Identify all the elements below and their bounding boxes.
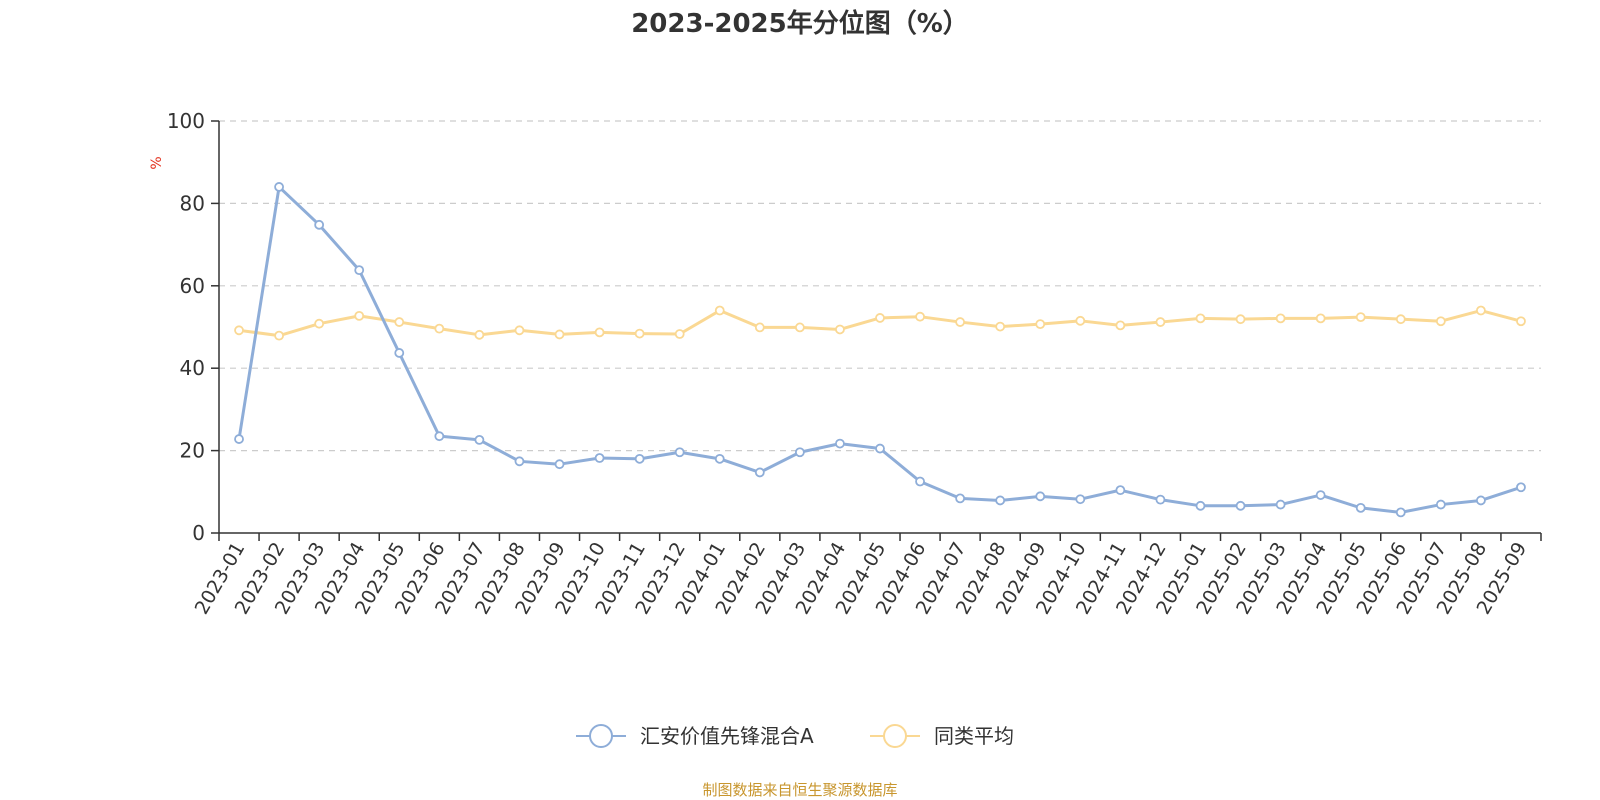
data-point[interactable]: [434, 431, 445, 442]
data-point[interactable]: [434, 323, 445, 334]
data-point[interactable]: [674, 329, 685, 339]
legend-item-1[interactable]: 同类平均: [870, 724, 1014, 748]
gridlines: [219, 120, 1541, 452]
data-point[interactable]: [354, 310, 365, 321]
data-point[interactable]: [1355, 312, 1366, 323]
data-point[interactable]: [1075, 315, 1086, 326]
data-point[interactable]: [875, 313, 885, 323]
data-point[interactable]: [514, 325, 525, 336]
data-point[interactable]: [1195, 500, 1206, 511]
data-point[interactable]: [394, 348, 405, 358]
y-tick-label: 80: [180, 191, 205, 215]
y-tick-label: 0: [192, 521, 205, 545]
data-point[interactable]: [1395, 507, 1406, 518]
data-point[interactable]: [594, 453, 605, 463]
series-1: [234, 305, 1526, 341]
data-point[interactable]: [634, 453, 645, 464]
data-point[interactable]: [1476, 495, 1486, 506]
data-point[interactable]: [594, 327, 605, 338]
data-point[interactable]: [474, 434, 485, 445]
data-point[interactable]: [1435, 499, 1446, 510]
data-point[interactable]: [1035, 491, 1046, 502]
data-point[interactable]: [514, 456, 525, 467]
data-point[interactable]: [554, 459, 565, 470]
data-point[interactable]: [955, 493, 966, 504]
data-point[interactable]: [1476, 305, 1486, 316]
data-point[interactable]: [1275, 499, 1286, 510]
data-point[interactable]: [554, 329, 565, 340]
legend-label: 汇安价值先锋混合A: [640, 724, 814, 748]
data-point[interactable]: [394, 317, 405, 327]
axes: 0204060801002023-012023-022023-032023-04…: [167, 109, 1542, 618]
data-point[interactable]: [835, 438, 845, 449]
data-point[interactable]: [835, 324, 845, 335]
data-point[interactable]: [1275, 313, 1286, 324]
legend-marker-icon: [589, 724, 613, 748]
data-point[interactable]: [1516, 482, 1526, 493]
data-point[interactable]: [1395, 314, 1406, 325]
data-point[interactable]: [875, 443, 885, 454]
data-point[interactable]: [794, 322, 805, 333]
data-point[interactable]: [1155, 317, 1166, 327]
data-point[interactable]: [714, 453, 725, 464]
data-point[interactable]: [1315, 490, 1326, 500]
data-source-note: 制图数据来自恒生聚源数据库: [702, 781, 897, 799]
y-axis-unit-label: %: [149, 156, 165, 169]
data-point[interactable]: [1115, 485, 1126, 496]
data-point[interactable]: [1516, 316, 1526, 327]
legend[interactable]: 汇安价值先锋混合A 同类平均: [576, 724, 1014, 748]
data-point[interactable]: [274, 182, 284, 192]
y-tick-label: 20: [180, 439, 205, 463]
data-point[interactable]: [234, 325, 244, 336]
chart-title: 2023-2025年分位图（%）: [631, 8, 969, 39]
data-point[interactable]: [1115, 320, 1126, 331]
data-point[interactable]: [995, 495, 1006, 506]
legend-marker-icon: [883, 724, 907, 748]
data-point[interactable]: [1235, 500, 1246, 511]
data-point[interactable]: [1435, 316, 1446, 327]
data-point[interactable]: [915, 476, 925, 487]
y-tick-label: 100: [167, 109, 205, 133]
data-point[interactable]: [354, 265, 365, 276]
data-point[interactable]: [1035, 319, 1046, 330]
data-point[interactable]: [955, 317, 966, 327]
series-0: [234, 182, 1526, 518]
data-point[interactable]: [474, 329, 485, 340]
data-point[interactable]: [274, 330, 284, 341]
data-point[interactable]: [674, 447, 685, 458]
data-point[interactable]: [794, 447, 805, 458]
y-tick-label: 40: [180, 356, 205, 380]
legend-label: 同类平均: [934, 724, 1014, 748]
data-point[interactable]: [1235, 314, 1246, 325]
data-point[interactable]: [754, 322, 765, 333]
data-point[interactable]: [714, 305, 725, 316]
data-point[interactable]: [314, 318, 325, 329]
data-point[interactable]: [915, 311, 925, 322]
data-point[interactable]: [1075, 494, 1086, 505]
data-point[interactable]: [234, 434, 244, 444]
series-line: [237, 185, 1523, 514]
data-point[interactable]: [754, 467, 765, 478]
series-lines: [234, 182, 1526, 518]
data-point[interactable]: [314, 219, 325, 230]
legend-item-0[interactable]: 汇安价值先锋混合A: [576, 724, 814, 748]
data-point[interactable]: [634, 328, 645, 339]
data-point[interactable]: [1195, 313, 1206, 324]
y-tick-label: 60: [180, 274, 205, 298]
data-point[interactable]: [995, 321, 1006, 332]
data-point[interactable]: [1355, 502, 1366, 513]
data-point[interactable]: [1315, 313, 1326, 324]
data-point[interactable]: [1155, 494, 1166, 505]
